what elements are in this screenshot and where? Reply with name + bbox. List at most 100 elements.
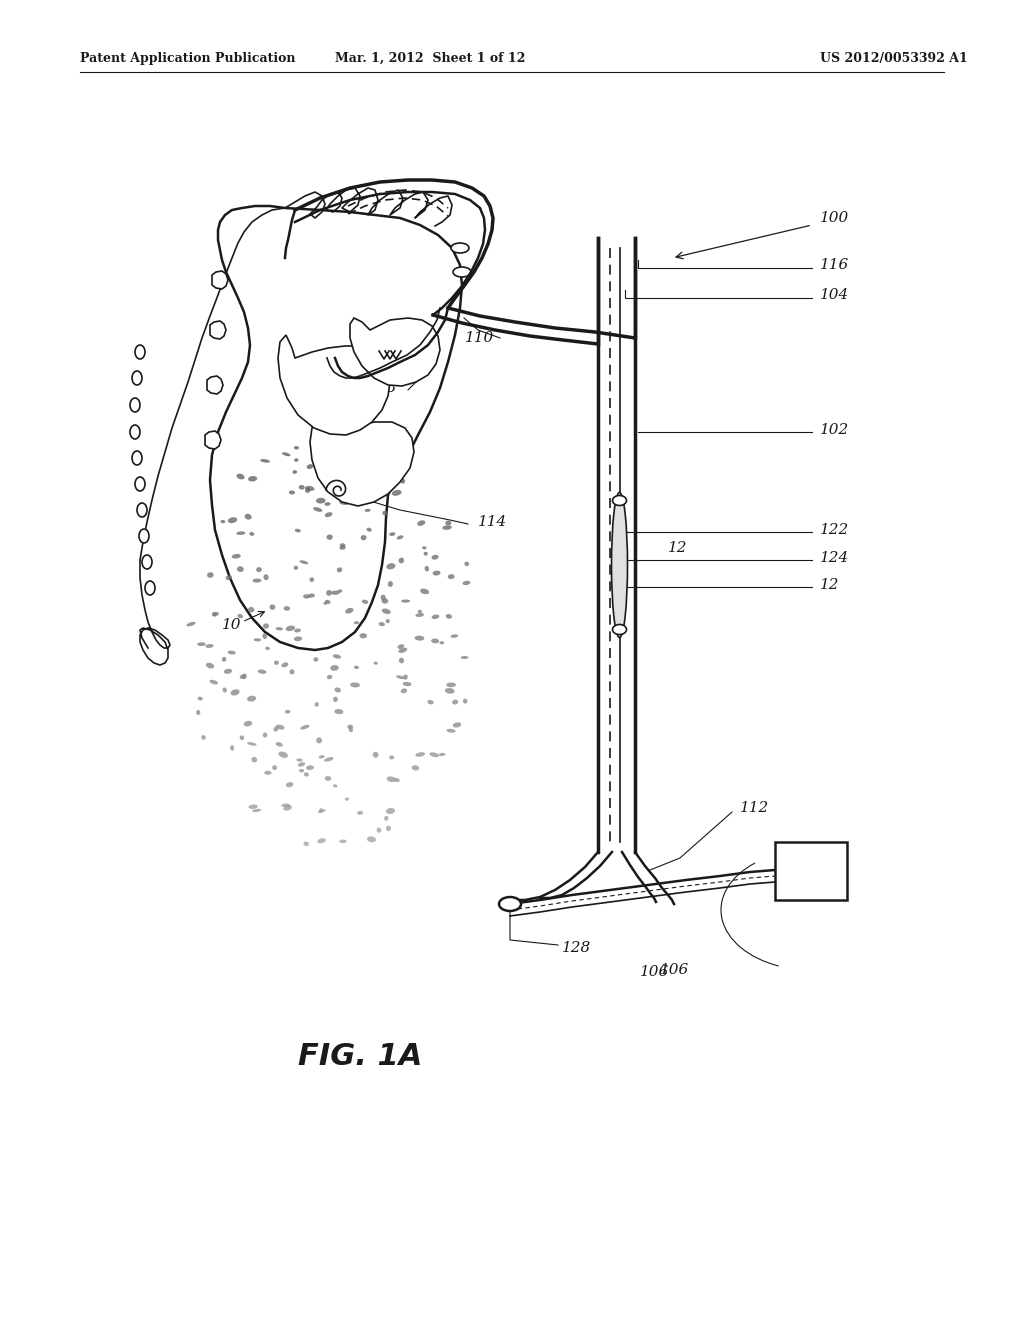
Ellipse shape <box>415 636 424 640</box>
Ellipse shape <box>130 399 140 412</box>
Ellipse shape <box>285 710 291 714</box>
Ellipse shape <box>282 804 290 808</box>
Ellipse shape <box>237 532 246 535</box>
Ellipse shape <box>253 578 261 582</box>
Ellipse shape <box>305 486 314 491</box>
Ellipse shape <box>294 566 298 570</box>
Ellipse shape <box>386 564 395 569</box>
Ellipse shape <box>264 771 271 775</box>
Ellipse shape <box>612 624 627 635</box>
Ellipse shape <box>210 680 218 685</box>
Ellipse shape <box>348 726 353 733</box>
Ellipse shape <box>313 657 318 661</box>
Ellipse shape <box>237 474 245 479</box>
Ellipse shape <box>333 697 338 702</box>
Ellipse shape <box>331 590 340 595</box>
Ellipse shape <box>396 536 403 540</box>
Ellipse shape <box>369 480 377 484</box>
Ellipse shape <box>263 623 269 628</box>
Ellipse shape <box>275 627 283 631</box>
Polygon shape <box>310 420 414 506</box>
Ellipse shape <box>397 644 404 649</box>
Ellipse shape <box>369 491 374 494</box>
Text: 124: 124 <box>820 550 849 565</box>
Ellipse shape <box>137 503 147 517</box>
Ellipse shape <box>295 529 301 532</box>
Ellipse shape <box>317 809 326 813</box>
Ellipse shape <box>282 453 291 457</box>
Ellipse shape <box>384 816 388 821</box>
Ellipse shape <box>380 459 384 465</box>
Ellipse shape <box>359 440 364 445</box>
Ellipse shape <box>337 568 342 573</box>
Ellipse shape <box>381 594 386 601</box>
Ellipse shape <box>300 725 309 730</box>
Ellipse shape <box>145 581 155 595</box>
Ellipse shape <box>386 619 390 623</box>
Ellipse shape <box>373 457 380 462</box>
Ellipse shape <box>333 655 341 659</box>
Ellipse shape <box>379 622 385 626</box>
Ellipse shape <box>611 492 628 638</box>
Bar <box>775 842 847 900</box>
Ellipse shape <box>273 727 279 731</box>
Ellipse shape <box>245 513 252 520</box>
Ellipse shape <box>314 702 318 706</box>
Ellipse shape <box>272 766 278 770</box>
Ellipse shape <box>393 777 399 783</box>
Ellipse shape <box>139 529 150 543</box>
Ellipse shape <box>294 636 302 642</box>
Polygon shape <box>210 321 226 339</box>
Ellipse shape <box>357 810 364 814</box>
Ellipse shape <box>417 520 425 525</box>
Text: 110: 110 <box>465 331 495 345</box>
Ellipse shape <box>237 566 244 572</box>
Ellipse shape <box>412 766 419 771</box>
Ellipse shape <box>326 590 332 595</box>
Ellipse shape <box>299 560 308 564</box>
Ellipse shape <box>227 517 238 523</box>
Text: 108: 108 <box>368 381 397 395</box>
Ellipse shape <box>197 643 206 645</box>
Ellipse shape <box>336 441 343 445</box>
Ellipse shape <box>206 663 214 668</box>
Text: FIG. 1A: FIG. 1A <box>298 1041 422 1071</box>
Ellipse shape <box>317 838 326 843</box>
Ellipse shape <box>296 759 303 762</box>
Ellipse shape <box>347 725 353 729</box>
Ellipse shape <box>438 752 445 756</box>
Ellipse shape <box>324 602 328 605</box>
Ellipse shape <box>284 606 290 611</box>
Text: US 2012/0053392 A1: US 2012/0053392 A1 <box>820 51 968 65</box>
Ellipse shape <box>212 611 216 616</box>
Ellipse shape <box>447 574 455 579</box>
Ellipse shape <box>212 612 219 616</box>
Ellipse shape <box>247 742 256 746</box>
Ellipse shape <box>207 572 214 578</box>
Ellipse shape <box>299 768 304 772</box>
Ellipse shape <box>303 842 309 846</box>
Ellipse shape <box>244 721 252 726</box>
Ellipse shape <box>364 499 372 503</box>
Ellipse shape <box>360 535 367 540</box>
Ellipse shape <box>318 755 325 759</box>
Ellipse shape <box>231 554 241 558</box>
Ellipse shape <box>445 614 452 619</box>
Ellipse shape <box>269 605 275 610</box>
Text: 112: 112 <box>740 801 769 814</box>
Ellipse shape <box>389 755 394 759</box>
Text: 12: 12 <box>820 578 840 591</box>
Ellipse shape <box>308 594 315 598</box>
Ellipse shape <box>309 577 314 582</box>
Ellipse shape <box>325 599 331 605</box>
Ellipse shape <box>325 502 331 506</box>
Ellipse shape <box>222 688 226 693</box>
Ellipse shape <box>230 689 240 696</box>
Ellipse shape <box>263 574 268 579</box>
Ellipse shape <box>350 682 359 688</box>
Ellipse shape <box>453 722 461 727</box>
Ellipse shape <box>348 480 356 486</box>
Ellipse shape <box>254 639 261 642</box>
Ellipse shape <box>340 544 345 548</box>
Ellipse shape <box>416 612 424 616</box>
